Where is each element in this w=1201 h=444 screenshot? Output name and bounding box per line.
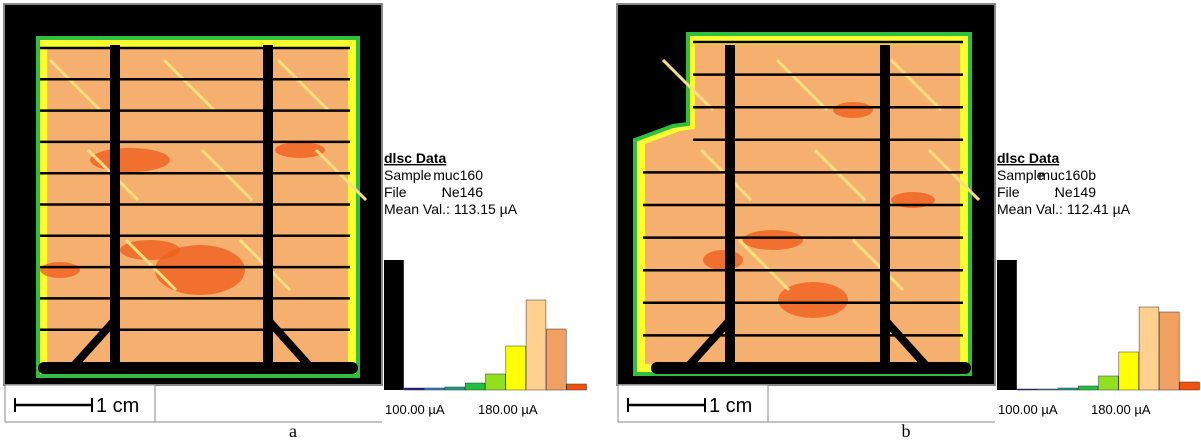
- map-streak: [737, 238, 791, 292]
- map-hotspot: [275, 142, 325, 158]
- histogram-bar: [1159, 311, 1180, 391]
- info-title: dlsc Data: [997, 150, 1059, 166]
- info-label: Sample: [384, 167, 432, 183]
- map-streak: [162, 58, 216, 112]
- histogram-bar: [1057, 387, 1078, 391]
- scale-box: [617, 384, 769, 423]
- histogram-bar: [384, 260, 404, 390]
- histogram-bar: [546, 328, 567, 391]
- scale-label: 1 cm: [709, 395, 752, 417]
- histogram-bar: [1037, 388, 1058, 391]
- map-body: [47, 48, 348, 366]
- scale-label: 1 cm: [96, 395, 139, 417]
- histogram-x-label: 180.00 µA: [478, 402, 538, 417]
- histogram-x-label: 100.00 µA: [385, 402, 445, 417]
- map-streak: [124, 238, 178, 292]
- info-title: dlsc Data: [384, 150, 446, 166]
- map-hotspot: [155, 245, 245, 295]
- map-base: [38, 362, 358, 374]
- panel-caption: b: [902, 421, 911, 441]
- histogram-bar: [997, 260, 1017, 390]
- histogram-bar: [1118, 351, 1139, 391]
- info-value: muc160: [433, 167, 483, 183]
- info-value: Ne146: [442, 184, 483, 200]
- histogram-x-label: 180.00 µA: [1091, 402, 1151, 417]
- histogram-bar: [485, 373, 506, 391]
- histogram-bar: [404, 387, 425, 391]
- map-streak: [927, 148, 981, 202]
- map-hotspot: [40, 262, 80, 278]
- map-hotspot: [833, 102, 873, 118]
- info-label: Sample: [997, 167, 1045, 183]
- map-streak: [48, 58, 102, 112]
- map-streak: [661, 58, 715, 112]
- map-base: [651, 362, 971, 374]
- map-post: [110, 45, 120, 370]
- info-separator: :: [1054, 184, 1058, 200]
- histogram-bar: [1098, 375, 1119, 391]
- sample-map: [616, 3, 996, 386]
- map-streak: [200, 148, 254, 202]
- scale-box: [4, 384, 156, 423]
- histogram-x-label: 100.00 µA: [998, 402, 1058, 417]
- histogram-bar: [505, 345, 526, 391]
- info-separator: :: [1054, 167, 1058, 183]
- info-separator: :: [441, 184, 445, 200]
- map-hotspot: [743, 230, 803, 250]
- info-separator: :: [441, 167, 445, 183]
- histogram-bar: [566, 383, 587, 391]
- map-post: [725, 45, 735, 370]
- map-hotspot: [778, 282, 848, 318]
- map-brace: [682, 317, 733, 373]
- info-label: Mean Val.:: [997, 201, 1063, 217]
- histogram-bar: [1179, 381, 1200, 391]
- info-value: Ne149: [1055, 184, 1096, 200]
- map-streak: [889, 58, 943, 112]
- map-hotspot: [90, 148, 170, 172]
- map-streak: [813, 148, 867, 202]
- histogram-bar: [444, 386, 465, 391]
- histogram-bar: [1138, 306, 1160, 391]
- info-value: muc160b: [1038, 167, 1096, 183]
- info-label: File: [384, 184, 407, 200]
- map-streak: [314, 148, 368, 202]
- map-post: [263, 45, 273, 370]
- map-brace: [67, 317, 118, 373]
- map-brace: [265, 317, 316, 373]
- histogram-bar: [1017, 388, 1038, 391]
- info-value: 112.41 µA: [1067, 201, 1131, 217]
- info-value: 113.15 µA: [454, 201, 518, 217]
- map-hotspot: [120, 240, 180, 260]
- info-label: File: [997, 184, 1020, 200]
- sample-map: [3, 3, 383, 386]
- map-streak: [775, 58, 829, 112]
- map-streak: [276, 58, 330, 112]
- map-post: [880, 45, 890, 370]
- map-hotspot: [703, 250, 743, 270]
- histogram-bar: [1077, 385, 1099, 391]
- panel-caption: a: [289, 421, 297, 441]
- histogram-bar: [464, 382, 486, 391]
- map-brace: [882, 317, 933, 373]
- histogram-bar: [424, 387, 445, 391]
- histogram-bar: [525, 299, 547, 391]
- map-streak: [851, 238, 905, 292]
- info-label: Mean Val.:: [384, 201, 450, 217]
